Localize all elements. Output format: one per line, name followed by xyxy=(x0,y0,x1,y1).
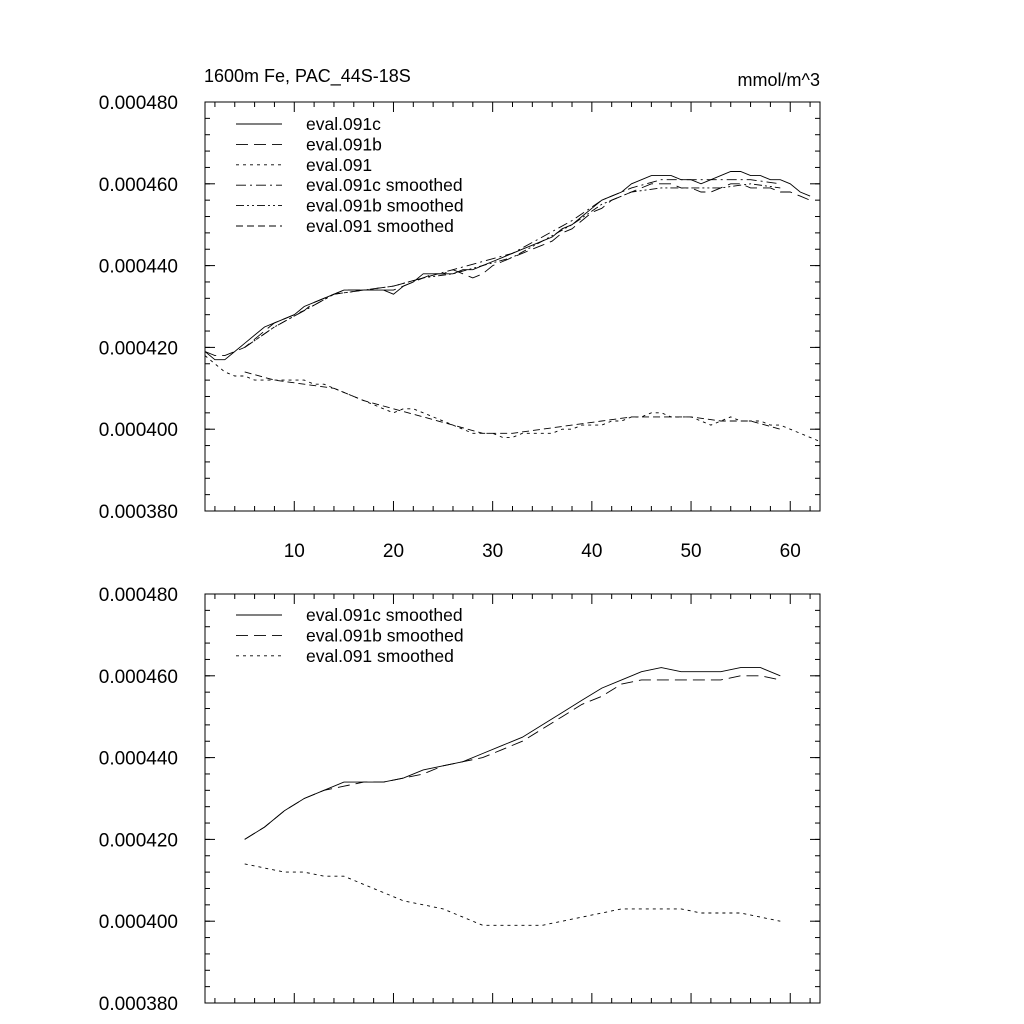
series-line-4 xyxy=(244,179,781,348)
x-tick-label: 60 xyxy=(780,541,801,562)
plot-frame xyxy=(204,593,821,1004)
y-tick-label: 0.000460 xyxy=(99,175,178,196)
legend-label: eval.091 smoothed xyxy=(306,216,454,236)
x-tick-label: 40 xyxy=(581,541,602,562)
x-tick-label: 20 xyxy=(383,541,404,562)
y-tick-label: 0.000480 xyxy=(99,585,178,606)
series-line-2 xyxy=(204,183,811,357)
y-tick-label: 0.000460 xyxy=(99,667,178,688)
y-tick-label: 0.000380 xyxy=(99,994,178,1015)
legend-label: eval.091b xyxy=(306,134,382,154)
y-tick-label: 0.000380 xyxy=(99,502,178,523)
legend-label: eval.091b smoothed xyxy=(306,196,464,216)
chart-panel-1: 0.000380 0.000400 0.000420 0.000440 0.000460… xyxy=(99,66,821,562)
series-line-1 xyxy=(204,171,811,361)
chart-title: 1600m Fe, PAC_44S-18S xyxy=(204,66,411,87)
series-line-1 xyxy=(244,667,781,840)
series-line-6 xyxy=(244,371,781,434)
y-tick-label: 0.000420 xyxy=(99,338,178,359)
units-label: mmol/m^3 xyxy=(738,70,820,90)
legend-label: eval.091b smoothed xyxy=(306,625,464,645)
legend-label: eval.091 smoothed xyxy=(306,646,454,666)
x-tick-label: 30 xyxy=(482,541,503,562)
legend-label: eval.091c smoothed xyxy=(306,605,463,625)
legend-label: eval.091c smoothed xyxy=(306,175,463,195)
legend-label: eval.091 xyxy=(306,155,372,175)
plot-frame xyxy=(204,101,821,512)
chart-panel-2: 0.000380 0.000400 0.000420 0.000440 0.000460… xyxy=(99,585,821,1015)
series-line-3 xyxy=(204,355,821,442)
y-tick-label: 0.000420 xyxy=(99,830,178,851)
legend-label: eval.091c xyxy=(306,114,381,134)
series-line-3 xyxy=(244,863,781,926)
y-tick-label: 0.000440 xyxy=(99,749,178,770)
x-tick-label: 50 xyxy=(680,541,701,562)
x-tick-label: 10 xyxy=(284,541,305,562)
series-line-2 xyxy=(244,675,781,840)
y-tick-label: 0.000400 xyxy=(99,420,178,441)
y-tick-label: 0.000480 xyxy=(99,93,178,114)
y-tick-label: 0.000400 xyxy=(99,912,178,933)
y-tick-label: 0.000440 xyxy=(99,257,178,278)
